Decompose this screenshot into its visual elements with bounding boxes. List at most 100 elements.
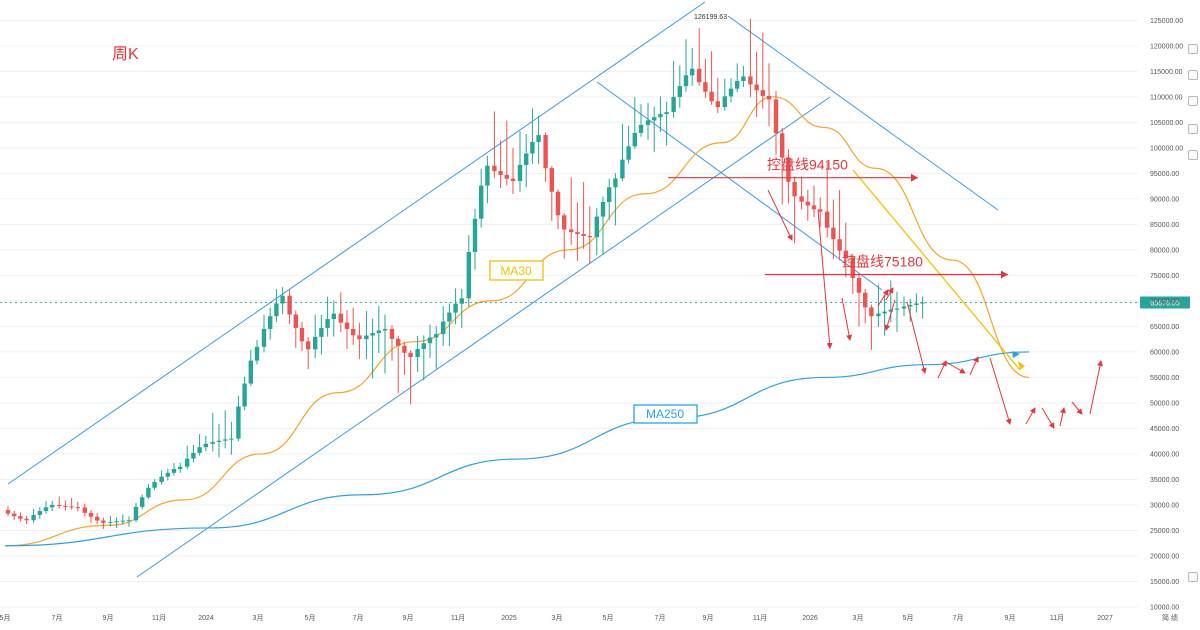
candle-body (18, 516, 23, 519)
projection-arrow (877, 289, 889, 307)
candle-body (37, 511, 42, 515)
camera-icon[interactable] (1188, 96, 1198, 106)
y-tick-label: 30000.00 (1150, 502, 1179, 509)
candle-body (63, 505, 68, 507)
candle-body (748, 76, 753, 85)
candle-body (306, 341, 311, 350)
x-tick-label: 11月 (152, 614, 166, 622)
candle-body (697, 68, 702, 83)
candle-body (152, 482, 157, 488)
y-tick-label: 95000.00 (1150, 171, 1179, 178)
x-tick-label: 7月 (953, 614, 964, 622)
ma30-projection-arrowhead (1018, 361, 1025, 370)
candle-body (703, 82, 708, 92)
candle-body (171, 468, 177, 473)
candle-body (536, 135, 541, 142)
candle-body (24, 518, 29, 521)
candle-body (472, 218, 478, 252)
candle-body (811, 205, 817, 210)
candle-body (600, 201, 606, 217)
candle-body (869, 307, 874, 317)
projection-arrows (767, 169, 1103, 429)
candle-body (581, 234, 586, 236)
candle-body (242, 383, 247, 407)
ma250-projection-arrowhead (1012, 351, 1020, 358)
x-tick-label: 7月 (655, 614, 666, 622)
candle-body (293, 314, 298, 328)
candle-body (382, 328, 388, 331)
control-line-label: 控盘线75180 (842, 253, 923, 269)
candle-body (492, 165, 497, 172)
candle-body (690, 68, 695, 76)
candle-body (876, 313, 881, 317)
candle-body (357, 335, 362, 340)
candle-body (524, 153, 529, 165)
candle-body (652, 117, 657, 121)
x-tick-label: 3月 (552, 614, 563, 622)
list-icon[interactable] (1188, 124, 1198, 134)
candle-body (569, 229, 574, 233)
y-tick-label: 105000.00 (1150, 120, 1183, 127)
candle-body (825, 211, 830, 228)
x-tick-label: 11月 (753, 614, 767, 622)
y-tick-label: 100000.00 (1150, 145, 1183, 152)
candle-body (159, 476, 164, 483)
y-tick-label: 25000.00 (1150, 528, 1179, 535)
y-tick-label: 75000.00 (1150, 273, 1179, 280)
candle-body (203, 443, 208, 448)
candle-body (683, 75, 689, 87)
y-tick-label: 15000.00 (1150, 579, 1179, 586)
candle-body (126, 520, 132, 522)
candle-body (133, 506, 139, 521)
bookmark-icon[interactable] (1188, 150, 1198, 160)
candle-body (459, 298, 464, 304)
candle-body (760, 90, 765, 96)
candle-body (837, 239, 842, 251)
x-tick-label: 5月 (0, 614, 10, 622)
candle-body (370, 333, 375, 336)
candle-body (120, 520, 125, 522)
candle-body (792, 181, 797, 197)
candle-body (57, 504, 62, 506)
y-tick-label: 45000.00 (1150, 426, 1179, 433)
channel-line (727, 15, 999, 211)
candle-body (741, 76, 746, 82)
bottom-right-label: 简 绩 (1162, 613, 1178, 622)
candle-body (338, 313, 343, 323)
settings-icon[interactable] (1188, 44, 1198, 54)
x-tick-label: 9月 (103, 614, 114, 622)
candle-body (517, 164, 523, 182)
candle-body (408, 352, 413, 358)
candle-body (261, 328, 267, 347)
candle-body (101, 520, 106, 523)
expand-icon[interactable] (1188, 572, 1198, 582)
projection-arrow (817, 209, 833, 349)
control-level-lines: 69676.09 控盘线94150 控盘线75180 (0, 157, 1190, 309)
candle-body (607, 187, 612, 202)
candle-body (766, 95, 772, 100)
candle-body (178, 466, 183, 469)
projection-arrow (884, 299, 896, 331)
candle-body (210, 441, 215, 444)
candle-body (82, 507, 87, 513)
candle-body (908, 304, 913, 307)
x-tick-label: 2026 (802, 615, 818, 622)
candle-body (280, 295, 285, 304)
candle-body (780, 133, 785, 158)
channel-line (7, 1, 706, 485)
y-tick-label: 125000.00 (1150, 18, 1183, 25)
candle-body (485, 165, 490, 186)
layers-icon[interactable] (1188, 70, 1198, 80)
x-tick-label: 5月 (305, 614, 316, 622)
candle-body (229, 438, 234, 440)
projection-arrow (1089, 360, 1103, 415)
candle-body (735, 81, 740, 89)
candle-body (914, 303, 919, 305)
ma30-label: MA30 (500, 264, 532, 278)
candle-body (325, 319, 330, 328)
projection-arrow (969, 356, 979, 376)
y-tick-label: 40000.00 (1150, 451, 1179, 458)
candle-body (12, 513, 17, 517)
projection-arrow (989, 357, 1012, 425)
